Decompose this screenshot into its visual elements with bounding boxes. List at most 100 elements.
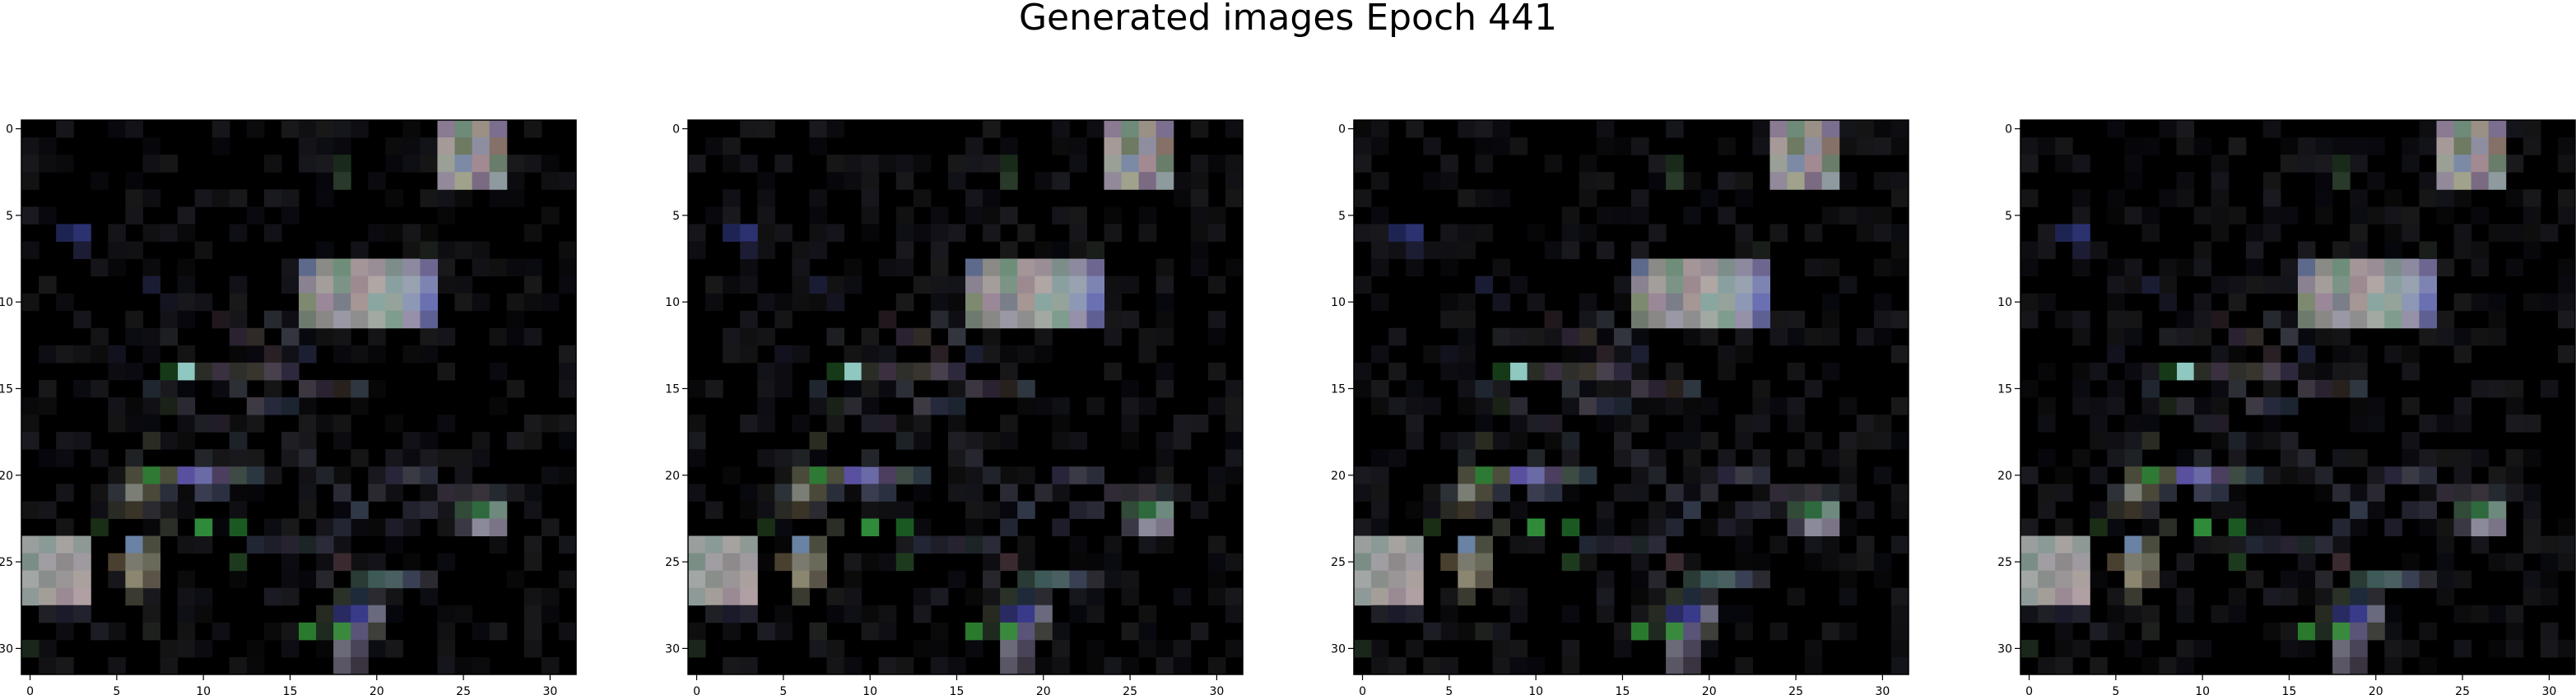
noise-pixel — [1017, 466, 1035, 484]
noise-pixel — [2471, 379, 2490, 398]
noise-pixel — [21, 206, 40, 225]
image-pixel — [1561, 432, 1580, 450]
noise-pixel — [2523, 137, 2541, 155]
image-pixel — [2332, 310, 2350, 329]
image-pixel — [1787, 120, 1806, 138]
image-pixel — [826, 484, 845, 502]
image-pixel — [368, 276, 386, 294]
noise-pixel — [1527, 293, 1546, 312]
noise-pixel — [541, 293, 560, 312]
noise-pixel — [1873, 293, 1892, 312]
image-pixel — [792, 501, 810, 519]
image-pixel — [1666, 656, 1684, 675]
image-pixel — [1354, 553, 1372, 572]
noise-pixel — [1354, 137, 1372, 155]
noise-pixel — [142, 587, 160, 606]
noise-pixel — [965, 206, 983, 225]
noise-pixel — [1596, 501, 1615, 519]
noise-pixel — [1683, 466, 1701, 484]
image-pixel — [229, 327, 248, 346]
image-pixel — [2350, 258, 2368, 277]
noise-pixel — [1839, 553, 1858, 572]
noise-pixel — [2262, 206, 2281, 225]
noise-pixel — [299, 397, 317, 415]
noise-pixel — [489, 622, 508, 641]
noise-pixel — [1613, 206, 1632, 225]
image-pixel — [1017, 258, 1035, 277]
noise-pixel — [1648, 449, 1667, 467]
image-pixel — [2471, 172, 2490, 190]
noise-pixel — [125, 397, 143, 415]
image-pixel — [1631, 293, 1649, 312]
image-pixel — [965, 310, 983, 329]
noise-pixel — [861, 345, 880, 364]
image-pixel — [437, 327, 456, 346]
image-pixel — [809, 622, 827, 641]
image-pixel — [983, 605, 1001, 623]
noise-pixel — [723, 276, 741, 294]
image-pixel — [2298, 137, 2316, 155]
noise-pixel — [2107, 276, 2125, 294]
image-pixel — [2419, 570, 2437, 589]
noise-pixel — [2402, 137, 2420, 155]
noise-pixel — [1035, 241, 1053, 259]
noise-pixel — [2453, 466, 2472, 484]
noise-pixel — [1683, 415, 1701, 433]
noise-pixel — [2505, 449, 2524, 467]
noise-pixel — [177, 206, 196, 225]
noise-pixel — [1890, 535, 1909, 554]
image-pixel — [1561, 553, 1580, 572]
noise-pixel — [21, 415, 40, 433]
noise-pixel — [2367, 397, 2385, 415]
noise-pixel — [420, 189, 438, 207]
image-pixel — [1752, 310, 1770, 329]
noise-pixel — [2228, 345, 2247, 364]
image-pixel — [1821, 172, 1840, 190]
image-pixel — [774, 501, 793, 519]
image-pixel — [402, 310, 421, 329]
image-pixel — [2419, 466, 2437, 484]
noise-pixel — [1579, 155, 1597, 173]
noise-pixel — [1769, 622, 1788, 641]
noise-pixel — [2193, 258, 2212, 277]
noise-pixel — [2436, 587, 2455, 606]
noise-pixel — [2020, 137, 2039, 155]
noise-pixel — [2020, 241, 2039, 259]
image-pixel — [1544, 415, 1563, 433]
image-pixel — [965, 258, 983, 277]
noise-pixel — [1735, 553, 1753, 572]
noise-pixel — [1388, 362, 1407, 381]
noise-pixel — [2350, 137, 2368, 155]
image-pixel — [1683, 379, 1701, 398]
image-pixel — [2072, 241, 2090, 259]
noise-pixel — [930, 276, 949, 294]
noise-pixel — [1190, 206, 1209, 225]
image-pixel — [2211, 310, 2230, 329]
noise-pixel — [792, 241, 810, 259]
noise-pixel — [56, 449, 74, 467]
noise-pixel — [558, 622, 577, 641]
image-pixel — [2350, 587, 2368, 606]
image-pixel — [1769, 155, 1788, 173]
image-pixel — [2436, 172, 2455, 190]
noise-pixel — [2176, 327, 2195, 346]
noise-pixel — [2557, 276, 2576, 294]
image-pixel — [2107, 501, 2125, 519]
image-pixel — [489, 518, 508, 536]
image-pixel — [1190, 501, 1209, 519]
noise-pixel — [1423, 484, 1441, 502]
noise-pixel — [385, 639, 403, 658]
image-pixel — [2072, 605, 2090, 623]
noise-pixel — [472, 258, 491, 277]
image-pixel — [402, 293, 421, 312]
noise-pixel — [2193, 241, 2212, 259]
noise-pixel — [878, 345, 897, 364]
noise-pixel — [108, 622, 126, 641]
noise-pixel — [1544, 155, 1563, 173]
image-pixel — [2402, 276, 2420, 294]
image-pixel — [1735, 501, 1753, 519]
noise-pixel — [2090, 397, 2108, 415]
noise-pixel — [2176, 605, 2195, 623]
image-pixel — [2471, 501, 2490, 519]
noise-pixel — [368, 518, 386, 536]
